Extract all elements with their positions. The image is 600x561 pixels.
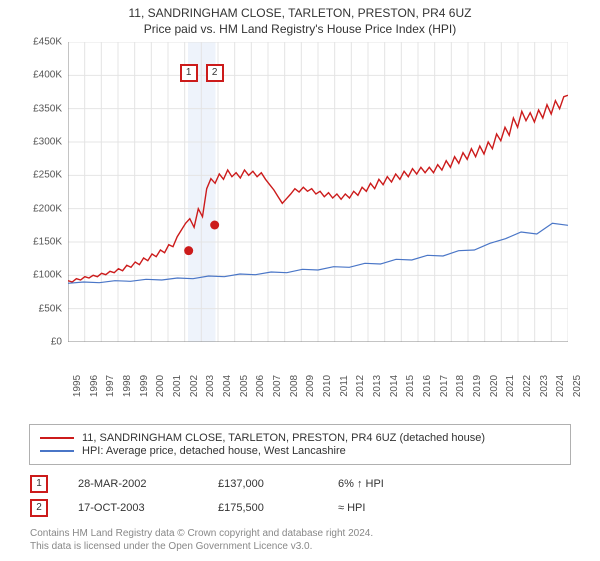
sale-price: £137,000 — [218, 478, 308, 490]
sale-marker-icon: 2 — [30, 499, 48, 517]
price-chart: £0£50K£100K£150K£200K£250K£300K£350K£400… — [20, 42, 580, 382]
page-title: 11, SANDRINGHAM CLOSE, TARLETON, PRESTON… — [10, 6, 590, 20]
x-axis-labels: 1995199619971998199920002001200220032004… — [20, 382, 580, 416]
legend-label: 11, SANDRINGHAM CLOSE, TARLETON, PRESTON… — [82, 432, 485, 444]
sale-date: 28-MAR-2002 — [78, 478, 188, 490]
sale-row: 2 17-OCT-2003 £175,500 ≈ HPI — [30, 499, 570, 517]
footnote: Contains HM Land Registry data © Crown c… — [30, 527, 570, 561]
sale-vs-hpi: 6% ↑ HPI — [338, 478, 448, 490]
legend-swatch — [40, 450, 74, 452]
sale-marker: 2 — [206, 64, 224, 82]
sale-row: 1 28-MAR-2002 £137,000 6% ↑ HPI — [30, 475, 570, 493]
legend-swatch — [40, 437, 74, 439]
sale-date: 17-OCT-2003 — [78, 502, 188, 514]
chart-plot — [68, 42, 568, 342]
footnote-line: This data is licensed under the Open Gov… — [30, 540, 570, 553]
legend-label: HPI: Average price, detached house, West… — [82, 445, 346, 457]
legend: 11, SANDRINGHAM CLOSE, TARLETON, PRESTON… — [29, 424, 571, 465]
legend-item: 11, SANDRINGHAM CLOSE, TARLETON, PRESTON… — [40, 432, 560, 444]
page-subtitle: Price paid vs. HM Land Registry's House … — [10, 22, 590, 36]
sale-price: £175,500 — [218, 502, 308, 514]
sales-table: 1 28-MAR-2002 £137,000 6% ↑ HPI 2 17-OCT-2003… — [30, 475, 570, 517]
sale-vs-hpi: ≈ HPI — [338, 502, 448, 514]
y-axis-labels: £0£50K£100K£150K£200K£250K£300K£350K£400… — [20, 42, 64, 382]
sale-marker-icon: 1 — [30, 475, 48, 493]
footnote-line: Contains HM Land Registry data © Crown c… — [30, 527, 570, 540]
legend-item: HPI: Average price, detached house, West… — [40, 445, 560, 457]
sale-marker: 1 — [180, 64, 198, 82]
